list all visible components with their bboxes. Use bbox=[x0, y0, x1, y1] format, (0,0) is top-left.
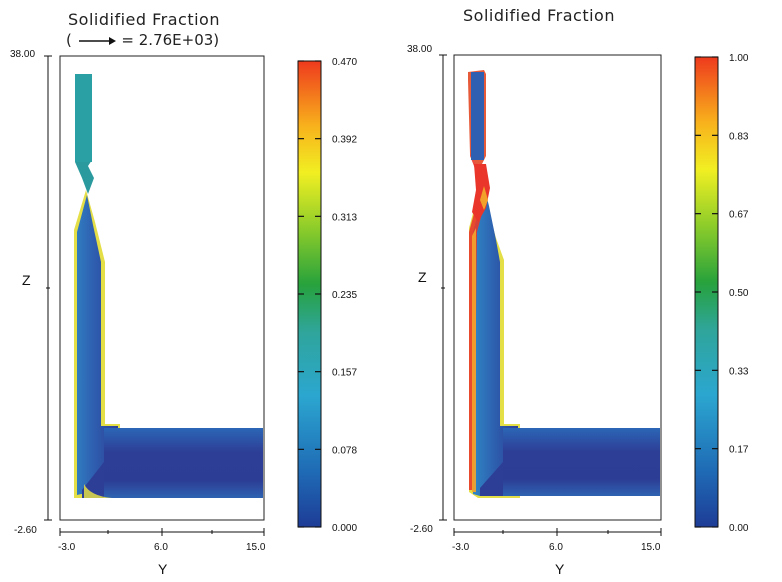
heatmap-right bbox=[468, 70, 660, 498]
colorbar-left-label-6: 0.000 bbox=[332, 523, 357, 534]
vector-arrow-icon bbox=[78, 36, 116, 45]
chart-title-right: Solidified Fraction bbox=[463, 6, 615, 25]
riser-block-left bbox=[75, 74, 92, 162]
colorbar-right-label-6: 0.00 bbox=[729, 523, 749, 534]
x-tick-left-1: 6.0 bbox=[154, 542, 168, 553]
casting-arm-left bbox=[104, 428, 263, 498]
colorbar-left-label-1: 0.392 bbox=[332, 135, 357, 146]
neck-core-right bbox=[480, 186, 488, 210]
y-axis-label-left: Z bbox=[22, 272, 31, 288]
y-bottom-label-left: -2.60 bbox=[14, 525, 37, 536]
colorbar-left-label-0: 0.470 bbox=[332, 57, 357, 68]
chart-subtitle-left: ( = 2.76E+03) bbox=[66, 31, 219, 49]
colorbar-right: 1.00 0.83 0.67 0.50 0.33 0.17 0.00 bbox=[694, 53, 749, 534]
x-tick-right-1: 6.0 bbox=[549, 542, 563, 553]
colorbar-left-label-3: 0.235 bbox=[332, 290, 357, 301]
y-bottom-label-right: -2.60 bbox=[410, 524, 433, 535]
plot-right: 38.00 -2.60 Z -3.0 6.0 15.0 Y 1.00 0.83 0.… bbox=[407, 44, 749, 577]
heatmap-left bbox=[74, 74, 263, 498]
riser-right bbox=[471, 72, 484, 160]
colorbar-right-label-0: 1.00 bbox=[729, 53, 749, 64]
plot-left: 38.00 -2.60 Z -3.0 6.0 15.0 Y 0.470 0.392… bbox=[10, 49, 357, 577]
colorbar-right-label-2: 0.67 bbox=[729, 210, 749, 221]
corner-edge-left bbox=[84, 484, 112, 498]
chart-title-left: Solidified Fraction bbox=[68, 10, 220, 29]
colorbar-right-label-1: 0.83 bbox=[729, 131, 749, 142]
y-axis-label-right: Z bbox=[418, 269, 427, 285]
neck-right bbox=[472, 164, 490, 222]
x-tick-right-2: 15.0 bbox=[641, 542, 661, 553]
x-axis-label-left: Y bbox=[158, 561, 168, 577]
colorbar-left-label-5: 0.078 bbox=[332, 445, 357, 456]
colorbar-right-label-5: 0.17 bbox=[729, 445, 749, 456]
x-axis-label-right: Y bbox=[555, 561, 565, 577]
edge-orange-right bbox=[472, 228, 476, 492]
colorbar-right-label-3: 0.50 bbox=[729, 288, 749, 299]
x-tick-left-0: -3.0 bbox=[58, 542, 76, 553]
casting-body-right bbox=[473, 182, 518, 496]
y-top-label-left: 38.00 bbox=[10, 49, 35, 60]
colorbar-right-label-4: 0.33 bbox=[729, 366, 749, 377]
corner-fill-right bbox=[480, 462, 503, 496]
casting-arm-right bbox=[503, 428, 660, 496]
subtitle-open-paren: ( bbox=[66, 31, 72, 49]
colorbar-left-label-2: 0.313 bbox=[332, 212, 357, 223]
x-tick-right-0: -3.0 bbox=[452, 542, 470, 553]
colorbar-left-label-4: 0.157 bbox=[332, 368, 357, 379]
colorbar-left: 0.470 0.392 0.313 0.235 0.157 0.078 0.000 bbox=[297, 57, 357, 534]
x-tick-left-2: 15.0 bbox=[246, 542, 266, 553]
casting-body-left bbox=[77, 195, 118, 495]
subtitle-value: = 2.76E+03) bbox=[121, 31, 220, 49]
y-top-label-right: 38.00 bbox=[407, 44, 432, 55]
